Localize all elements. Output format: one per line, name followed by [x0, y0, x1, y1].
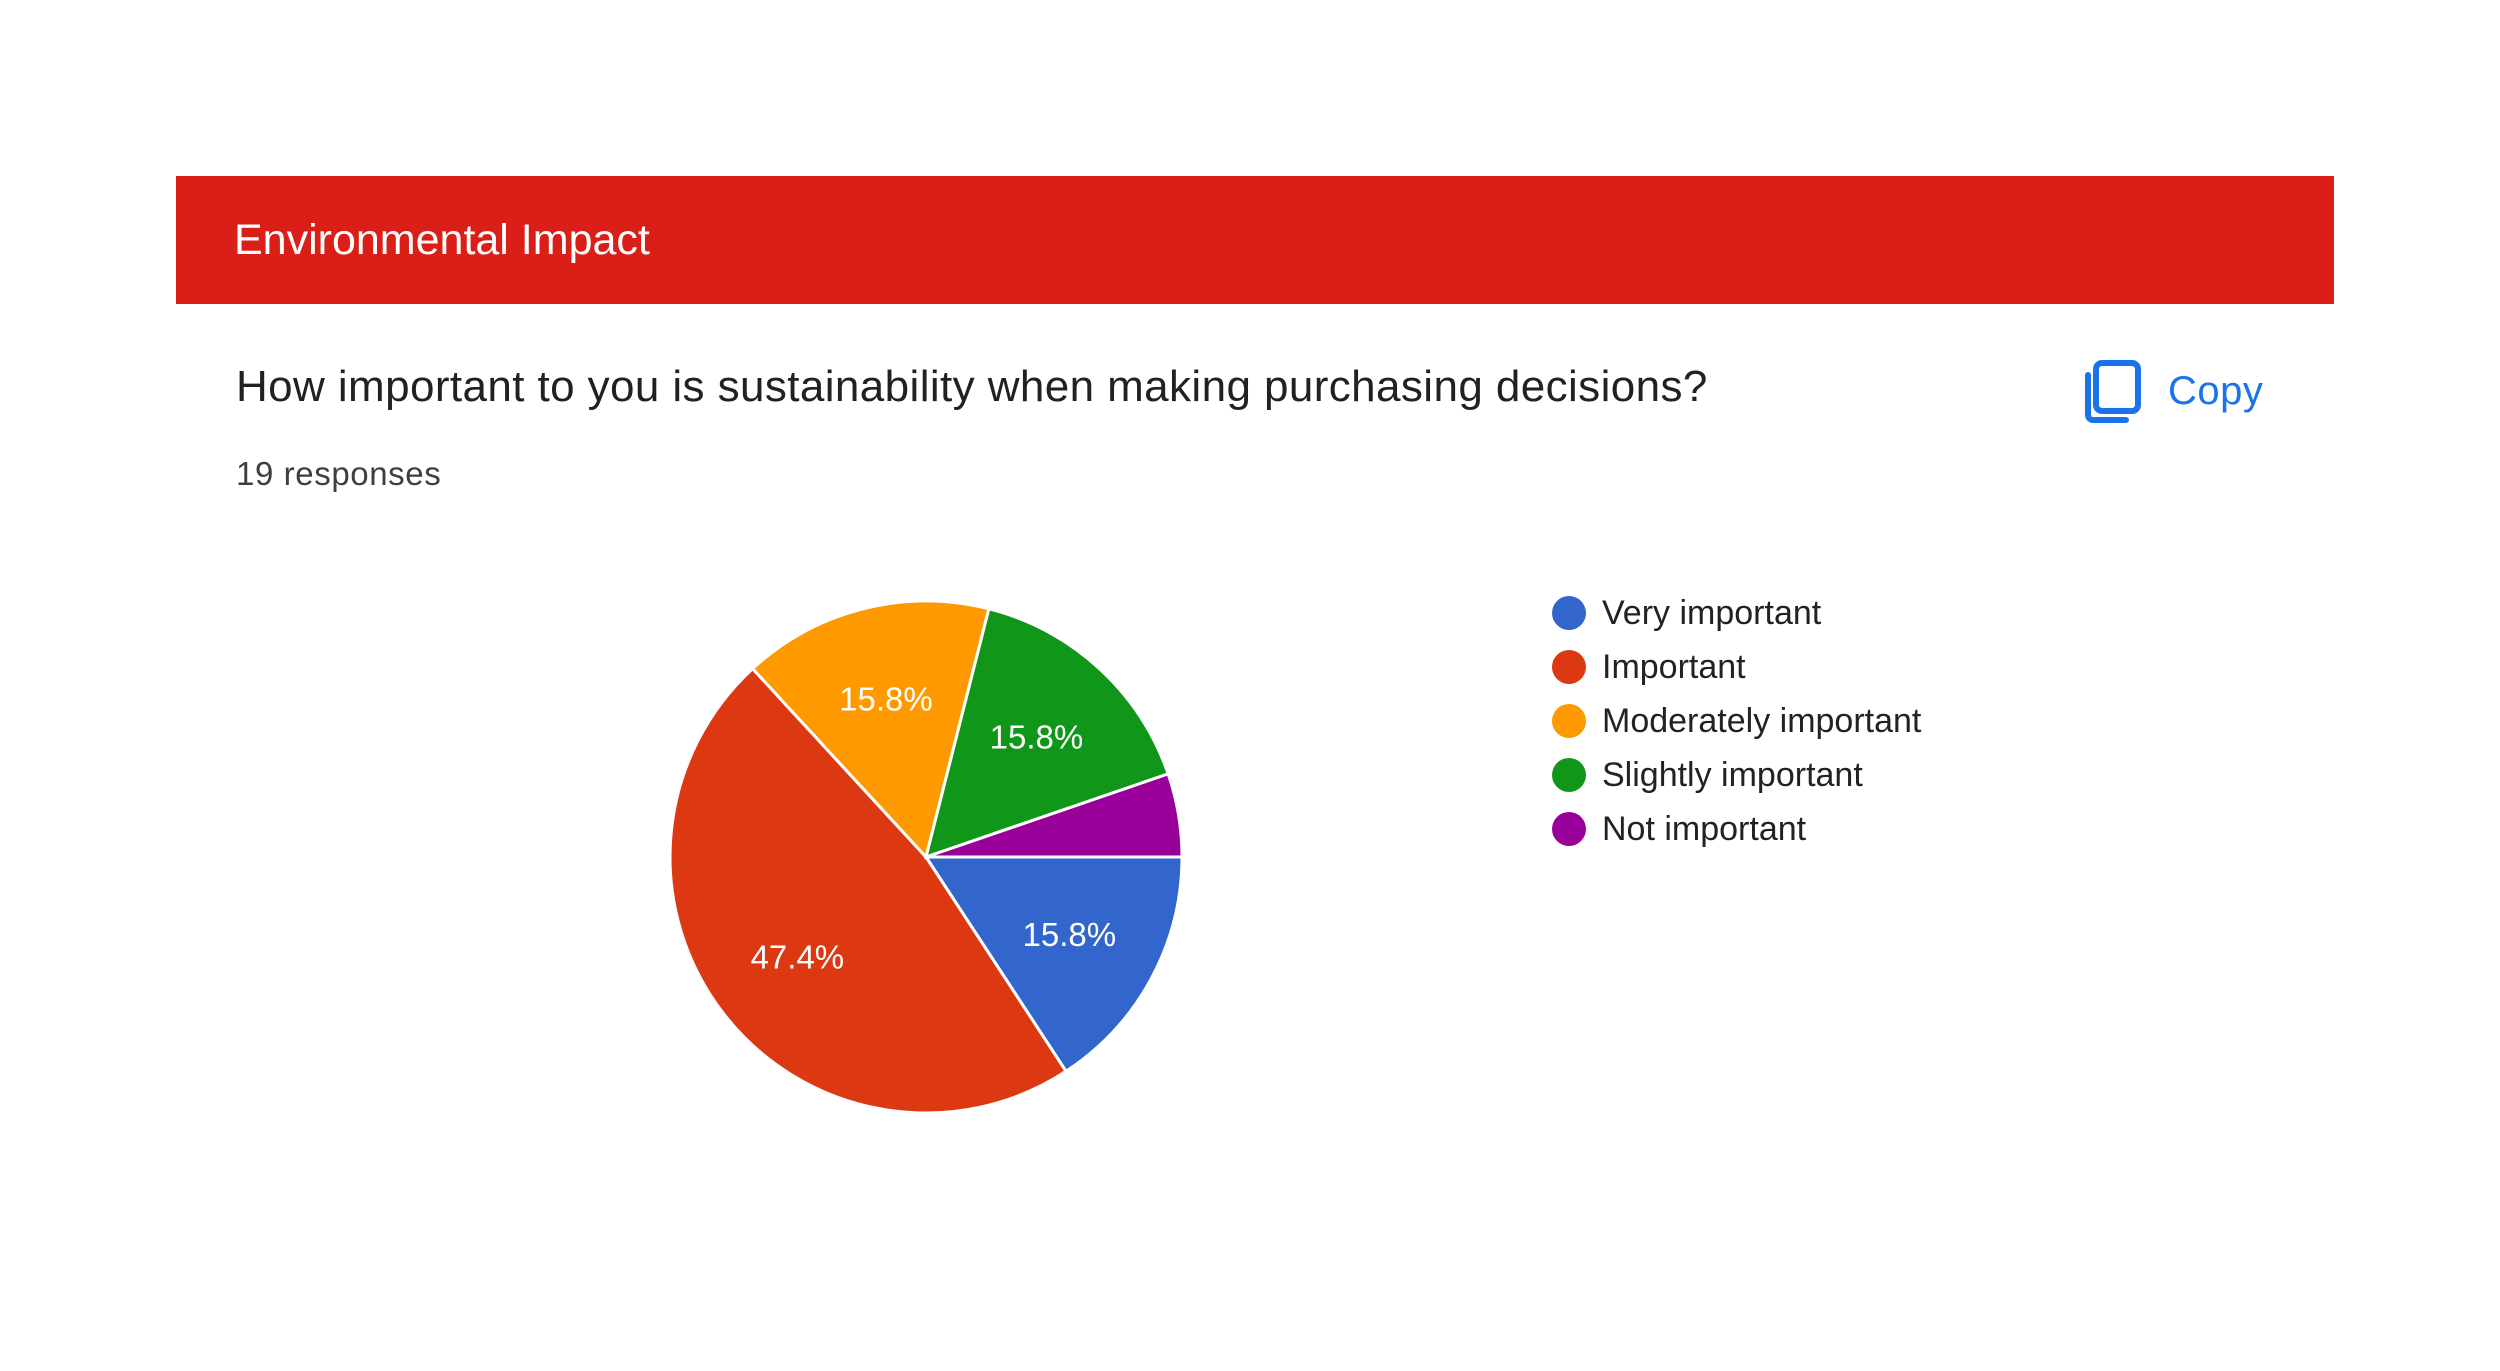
- legend-swatch: [1552, 596, 1586, 630]
- legend-swatch: [1552, 704, 1586, 738]
- legend-label: Moderately important: [1602, 701, 1922, 740]
- pie-slice-important: [668, 666, 1069, 1115]
- section-header: Environmental Impact: [176, 176, 2334, 304]
- pie-slice-label: 15.8%: [990, 719, 1084, 756]
- section-title: Environmental Impact: [234, 215, 650, 264]
- responses-count: 19 responses: [236, 455, 442, 492]
- copy-label: Copy: [2168, 368, 2264, 413]
- legend-label: Very important: [1602, 593, 1822, 632]
- legend-item[interactable]: Very important: [1552, 586, 1921, 640]
- pie-slice-label: 15.8%: [839, 680, 933, 717]
- question-title: How important to you is sustainability w…: [236, 362, 1708, 411]
- pie-slice-moderately-important: [750, 599, 991, 861]
- pie-slice-slightly-important: [923, 607, 1171, 860]
- pie-slice-label: 47.4%: [751, 939, 845, 976]
- pie-slice-label: 15.8%: [1023, 916, 1117, 953]
- legend-item[interactable]: Not important: [1552, 802, 1921, 856]
- legend-item[interactable]: Important: [1552, 640, 1921, 694]
- pie-slice-not-important: [925, 771, 1184, 859]
- copy-button[interactable]: Copy: [2082, 356, 2263, 426]
- legend-label: Slightly important: [1602, 755, 1863, 794]
- legend-label: Not important: [1602, 809, 1807, 848]
- legend-swatch: [1552, 650, 1586, 684]
- legend-label: Important: [1602, 647, 1746, 686]
- pie-slice-very-important: [923, 855, 1184, 1074]
- legend-item[interactable]: Slightly important: [1552, 748, 1921, 802]
- legend-item[interactable]: Moderately important: [1552, 694, 1921, 748]
- legend-swatch: [1552, 758, 1586, 792]
- legend-swatch: [1552, 812, 1586, 846]
- chart-legend: Very important Important Moderately import…: [1552, 586, 1921, 856]
- copy-icon: [2085, 360, 2141, 423]
